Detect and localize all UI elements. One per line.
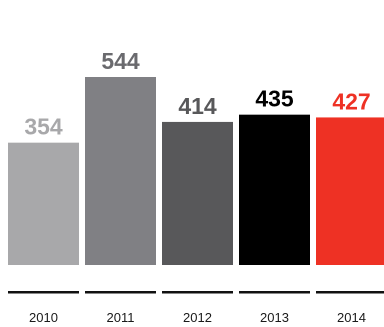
tick-label-2010: 2010 <box>29 310 58 325</box>
bar-2013 <box>239 114 310 265</box>
bars-group <box>8 77 384 265</box>
bar-2011 <box>85 77 156 265</box>
tick-labels-group: 2010 2011 2012 2013 2014 <box>29 310 366 325</box>
category-underlines-group <box>8 291 384 294</box>
category-underline-2010 <box>8 291 79 294</box>
value-label-2011: 544 <box>101 48 140 74</box>
value-label-2012: 414 <box>178 93 217 119</box>
tick-label-2012: 2012 <box>183 310 212 325</box>
value-label-2010: 354 <box>24 114 63 140</box>
value-label-2014: 427 <box>332 88 370 114</box>
category-underline-2013 <box>239 291 310 294</box>
tick-label-2011: 2011 <box>107 310 135 325</box>
tick-label-2014: 2014 <box>337 310 366 325</box>
bar-2014 <box>316 117 384 265</box>
value-label-2013: 435 <box>255 86 294 112</box>
category-underline-2012 <box>162 291 233 294</box>
bar-2012 <box>162 121 233 265</box>
bar-2010 <box>8 142 79 265</box>
category-underline-2011 <box>85 291 156 294</box>
tick-label-2013: 2013 <box>260 310 289 325</box>
category-underline-2014 <box>316 291 384 294</box>
value-labels-group: 354 544 414 435 427 <box>24 48 370 140</box>
